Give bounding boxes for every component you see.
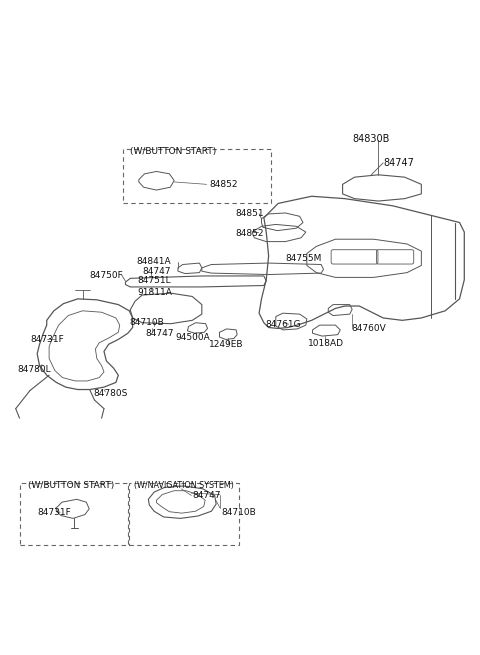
Text: 84747: 84747 xyxy=(192,491,221,500)
Text: 1018AD: 1018AD xyxy=(308,339,344,348)
Text: 84731F: 84731F xyxy=(37,508,71,517)
Text: 84852: 84852 xyxy=(209,180,238,189)
Text: 84841A: 84841A xyxy=(136,257,170,266)
Text: 84851: 84851 xyxy=(235,210,264,218)
Text: 84780L: 84780L xyxy=(17,365,51,374)
Text: (W/BUTTON START): (W/BUTTON START) xyxy=(130,147,216,157)
Text: 84747: 84747 xyxy=(145,329,174,338)
Text: 84755M: 84755M xyxy=(285,253,322,263)
Text: 91811A: 91811A xyxy=(137,288,172,297)
Text: 84830B: 84830B xyxy=(352,134,390,144)
Text: 84761G: 84761G xyxy=(265,320,301,329)
Text: 84852: 84852 xyxy=(235,229,264,238)
Text: 84747: 84747 xyxy=(383,158,414,168)
Text: (W/NAVIGATION SYSTEM): (W/NAVIGATION SYSTEM) xyxy=(134,481,234,491)
Text: 84780S: 84780S xyxy=(94,389,128,398)
Text: (W/BUTTON START): (W/BUTTON START) xyxy=(28,481,114,491)
Text: 84710B: 84710B xyxy=(221,508,256,517)
Text: 84750F: 84750F xyxy=(90,271,123,280)
Text: 1249EB: 1249EB xyxy=(209,340,243,348)
Text: 84710B: 84710B xyxy=(129,318,164,328)
Text: 84751L: 84751L xyxy=(137,276,171,285)
Text: 84760V: 84760V xyxy=(351,324,386,333)
Text: 84747: 84747 xyxy=(142,267,171,276)
Text: 94500A: 94500A xyxy=(176,333,210,343)
Text: 84731F: 84731F xyxy=(30,335,64,344)
